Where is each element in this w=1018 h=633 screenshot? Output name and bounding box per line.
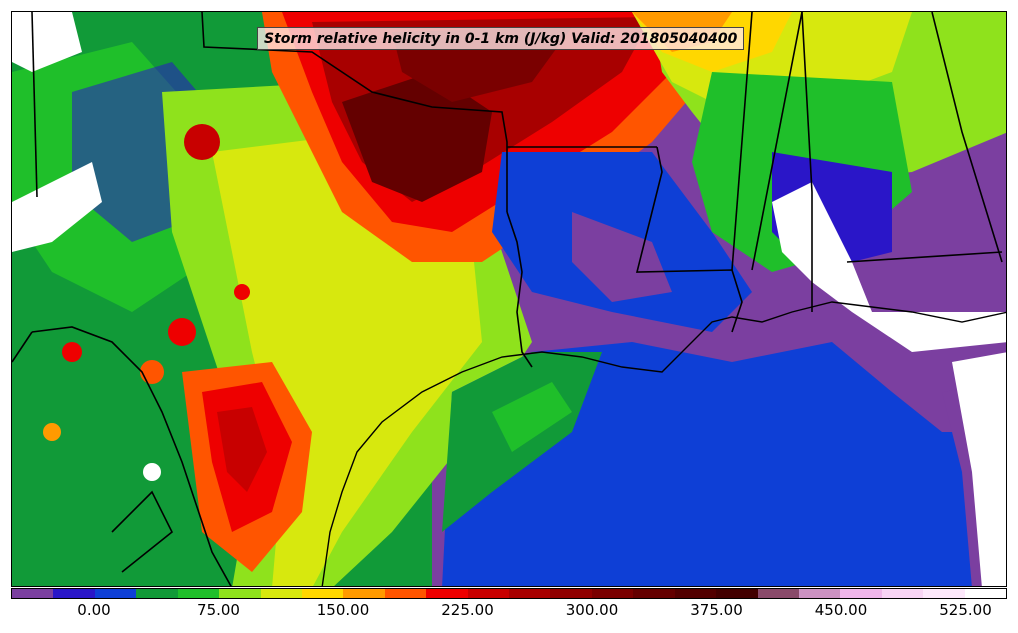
colorbar-segment <box>757 589 800 598</box>
colorbar-segment <box>633 589 675 598</box>
colorbar-segment <box>343 589 385 598</box>
colorbar-tick-label: 0.00 <box>77 601 111 619</box>
colorbar-segment <box>716 589 758 598</box>
colorbar-segment <box>881 589 924 598</box>
state-boundaries <box>12 12 1003 586</box>
helicity-fill <box>12 12 1006 586</box>
colorbar-segment <box>94 589 137 598</box>
colorbar-tick-label: 150.00 <box>316 601 370 619</box>
colorbar-segment <box>674 589 717 598</box>
colorbar-segment <box>12 589 54 598</box>
coastline <box>321 301 1006 586</box>
colorbar-segment <box>136 589 178 598</box>
colorbar-segment <box>923 589 965 598</box>
colorbar-tick-label: 75.00 <box>197 601 240 619</box>
colorbar-segment <box>301 589 344 598</box>
map-title: Storm relative helicity in 0-1 km (J/kg)… <box>257 27 745 50</box>
colorbar-segment <box>840 589 882 598</box>
colorbar-ticks: 0.00 75.00 150.00 225.00 300.00 375.00 450.00 5… <box>11 601 1007 627</box>
colorbar-segment <box>260 589 302 598</box>
colorbar-tick-label: 525.00 <box>939 601 992 619</box>
colorbar-segment <box>467 589 510 598</box>
colorbar-tick-label: 450.00 <box>814 601 868 619</box>
colorbar <box>11 588 1007 599</box>
colorbar-tick-label: 225.00 <box>441 601 494 619</box>
helicity-map: Storm relative helicity in 0-1 km (J/kg)… <box>11 11 1007 587</box>
colorbar-segment <box>964 589 1007 598</box>
colorbar-tick-label: 375.00 <box>690 601 743 619</box>
colorbar-segment <box>591 589 634 598</box>
colorbar-segment <box>509 589 551 598</box>
colorbar-segment <box>426 589 468 598</box>
map-graphic <box>12 12 1006 586</box>
colorbar-segment <box>177 589 220 598</box>
colorbar-segment <box>550 589 592 598</box>
colorbar-segment <box>799 589 841 598</box>
colorbar-tick-label: 300.00 <box>565 601 619 619</box>
colorbar-segment <box>219 589 261 598</box>
colorbar-segment <box>384 589 427 598</box>
colorbar-segment <box>53 589 95 598</box>
